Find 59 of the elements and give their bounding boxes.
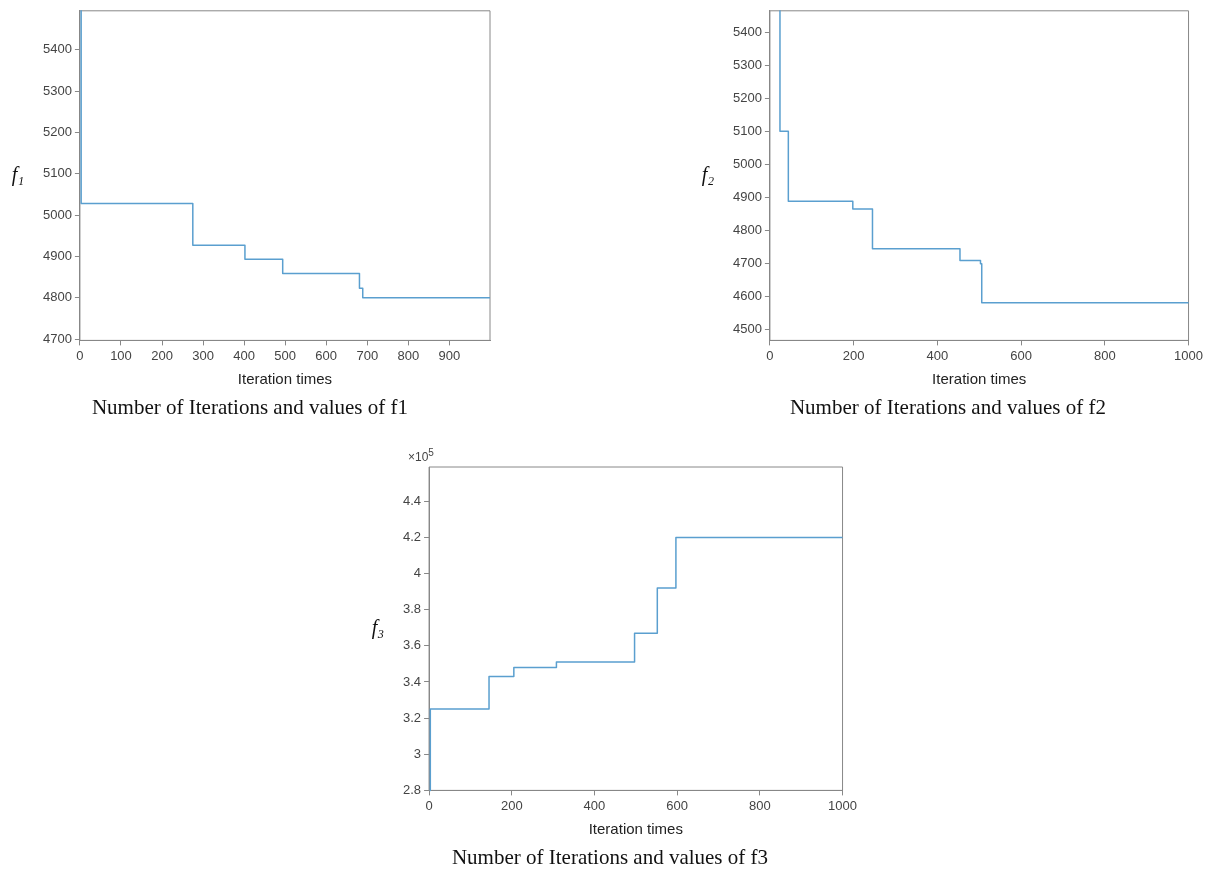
x-axis-title: Iteration times [237,370,333,388]
y-tick-label: 5200 [43,123,72,139]
text: Number of Iterations and values of f3 [450,845,770,870]
y-tick-label: 5000 [733,155,762,171]
x-tick-label: 100 [110,347,132,363]
y-axis-title: f₁ [11,162,25,186]
x-axis-title: Iteration times [588,820,683,838]
x-tick-label: 800 [1093,347,1116,363]
x-tick-label: 0 [766,347,774,363]
y-axis-title: f₃ [371,615,385,639]
y-tick-label: 5300 [733,56,762,72]
x-tick-label: 800 [397,347,420,363]
x-tick-label: 400 [926,347,949,363]
x-tick-label: 600 [315,347,338,363]
x-axis-title: Iteration times [932,370,1027,388]
y-tick-label: 4500 [733,320,762,336]
y-tick-label: 2.8 [402,781,422,797]
y-tick-label: 3.2 [402,709,422,725]
x-tick-label: 1000 [1174,347,1203,363]
y-tick-label: 4800 [43,289,72,305]
y-tick-label: 5400 [43,41,72,57]
y-tick-label: 4700 [733,254,762,270]
y-tick-label: 5100 [43,165,72,181]
y-tick-label: 4600 [733,287,762,303]
y-tick-label: 5400 [733,23,762,39]
x-tick-label: 400 [583,797,606,813]
y-tick-label: 4.2 [402,529,422,545]
y-tick-label: 5000 [43,206,72,222]
x-tick-label: 900 [438,347,461,363]
y-tick-label: 4.4 [402,492,422,508]
text: ×10$^{5}$ [408,447,434,464]
y-tick-label: 4900 [733,188,762,204]
y-tick-label: 4800 [733,221,762,237]
y-tick-label: 3.8 [402,601,422,617]
y-tick-label: 5300 [43,82,72,98]
text: Number of Iterations and values of f2 [788,395,1108,420]
x-tick-label: 0 [76,347,84,363]
x-tick-label: 200 [842,347,865,363]
y-tick-label: 3 [413,745,422,761]
x-tick-label: 200 [151,347,173,363]
x-tick-label: 0 [425,797,433,813]
x-tick-label: 500 [274,347,297,363]
y-tick-label: 5100 [733,122,762,138]
y-axis-title: f₂ [701,162,715,186]
y-tick-label: 3.6 [402,637,422,653]
x-tick-label: 400 [233,347,255,363]
x-tick-label: 800 [748,797,771,813]
x-tick-label: 600 [1010,347,1032,363]
y-tick-label: 3.4 [402,673,422,689]
x-tick-label: 200 [500,797,523,813]
x-tick-label: 600 [666,797,688,813]
y-tick-label: 4900 [43,248,72,264]
x-tick-label: 700 [356,347,379,363]
y-tick-label: 5200 [733,89,762,105]
x-tick-label: 300 [192,347,214,363]
y-tick-label: 4 [413,565,422,581]
text: Number of Iterations and values of f1 [90,395,410,420]
x-tick-label: 1000 [828,797,857,813]
y-tick-label: 4700 [43,330,72,346]
